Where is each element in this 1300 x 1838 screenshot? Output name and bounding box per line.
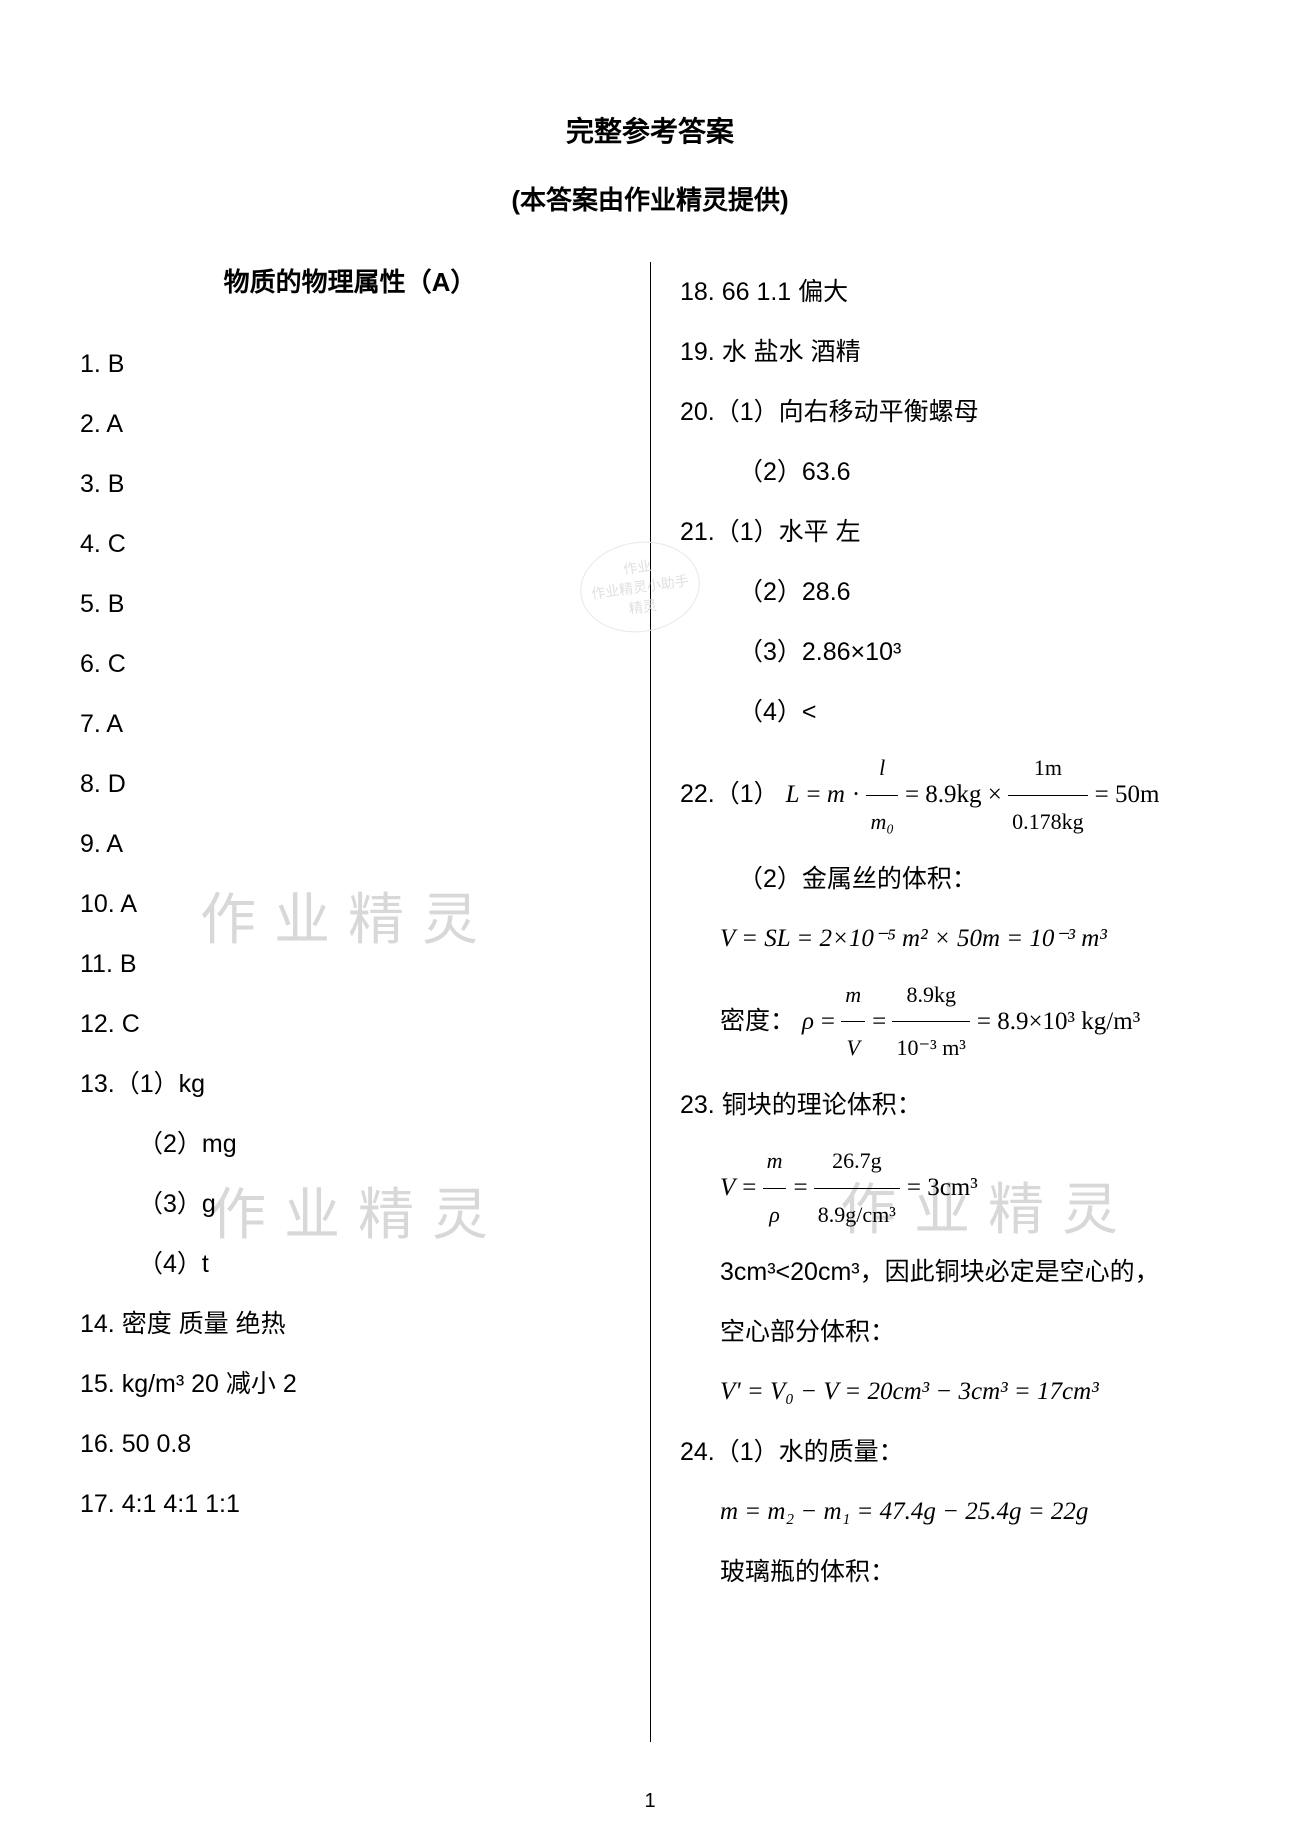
answer-17: 17. 4:1 4:1 1:1 bbox=[80, 1474, 620, 1534]
answer-22-1: 22.（1） L = m · l m₀ = 8.9kg × 1m 0.178kg… bbox=[680, 742, 1220, 849]
column-divider bbox=[650, 262, 651, 1742]
math-dot: · bbox=[852, 781, 867, 808]
frac-den: 8.9g/cm³ bbox=[814, 1189, 900, 1242]
page-subtitle: (本答案由作业精灵提供) bbox=[80, 180, 1220, 217]
fraction: m ρ bbox=[763, 1135, 787, 1242]
frac-num: m bbox=[763, 1135, 787, 1189]
math-eq: = bbox=[793, 1174, 813, 1201]
density-label: 密度： bbox=[720, 1007, 795, 1035]
frac-den: m₀ bbox=[866, 796, 898, 849]
answer-12: 12. C bbox=[80, 994, 620, 1054]
section-title: 物质的物理属性（A） bbox=[80, 262, 620, 299]
frac-den: 10⁻³ m³ bbox=[892, 1022, 969, 1075]
math-rho: ρ bbox=[802, 1008, 814, 1035]
frac-den: 0.178kg bbox=[1008, 796, 1088, 849]
answer-22-density: 密度： ρ = m V = 8.9kg 10⁻³ m³ = 8.9×10³ kg… bbox=[680, 969, 1220, 1076]
answer-22-2-label: （2）金属丝的体积： bbox=[680, 849, 1220, 909]
frac-num: 1m bbox=[1008, 742, 1088, 796]
math-result: = 8.9×10³ kg/m³ bbox=[977, 1008, 1140, 1035]
answer-24-bottle: 玻璃瓶的体积： bbox=[680, 1542, 1220, 1602]
fraction: 26.7g 8.9g/cm³ bbox=[814, 1135, 900, 1242]
answer-24-1-eq: m = m₂ − m₁ = 47.4g − 25.4g = 22g bbox=[680, 1482, 1220, 1542]
answer-21-2: （2）28.6 bbox=[680, 562, 1220, 622]
page-number: 1 bbox=[644, 1790, 655, 1813]
answer-6: 6. C bbox=[80, 634, 620, 694]
answer-22-2-eq: V = SL = 2×10⁻⁵ m² × 50m = 10⁻³ m³ bbox=[680, 909, 1220, 969]
math-eq: = bbox=[872, 1008, 892, 1035]
answer-22-prefix: 22.（1） bbox=[680, 780, 779, 808]
right-column: 作业 作业精灵小助手 精灵 18. 66 1.1 偏大 19. 水 盐水 酒精 … bbox=[650, 262, 1220, 1602]
answer-19: 19. 水 盐水 酒精 bbox=[680, 322, 1220, 382]
answer-23-label: 23. 铜块的理论体积： bbox=[680, 1075, 1220, 1135]
answer-21-3: （3）2.86×10³ bbox=[680, 622, 1220, 682]
answer-11: 11. B bbox=[80, 934, 620, 994]
answer-7: 7. A bbox=[80, 694, 620, 754]
answer-20-2: （2）63.6 bbox=[680, 442, 1220, 502]
answer-1: 1. B bbox=[80, 334, 620, 394]
math-m: m bbox=[827, 781, 845, 808]
frac-num: m bbox=[841, 969, 865, 1023]
frac-num: 8.9kg bbox=[892, 969, 969, 1023]
answer-15: 15. kg/m³ 20 减小 2 bbox=[80, 1354, 620, 1414]
answer-4: 4. C bbox=[80, 514, 620, 574]
answer-10: 10. A bbox=[80, 874, 620, 934]
fraction: 8.9kg 10⁻³ m³ bbox=[892, 969, 969, 1076]
answer-14: 14. 密度 质量 绝热 bbox=[80, 1294, 620, 1354]
answer-3: 3. B bbox=[80, 454, 620, 514]
math-eq: = bbox=[806, 781, 826, 808]
page-title: 完整参考答案 bbox=[80, 110, 1220, 150]
answer-13-4: （4）t bbox=[80, 1234, 620, 1294]
frac-den: ρ bbox=[763, 1189, 787, 1242]
answer-21-1: 21.（1）水平 左 bbox=[680, 502, 1220, 562]
math-eq: = bbox=[821, 1008, 841, 1035]
math-result: = 3cm³ bbox=[907, 1174, 978, 1201]
two-column-layout: 物质的物理属性（A） 1. B 2. A 3. B 4. C 5. B 6. C… bbox=[80, 262, 1220, 1602]
frac-num: l bbox=[866, 742, 898, 796]
answer-23-hollow-eq: V' = V₀ − V = 20cm³ − 3cm³ = 17cm³ bbox=[680, 1362, 1220, 1422]
math-eq: = 8.9kg × bbox=[905, 781, 1008, 808]
math-V: V bbox=[720, 1174, 735, 1201]
answer-8: 8. D bbox=[80, 754, 620, 814]
fraction: m V bbox=[841, 969, 865, 1076]
frac-num: 26.7g bbox=[814, 1135, 900, 1189]
answer-16: 16. 50 0.8 bbox=[80, 1414, 620, 1474]
answer-18: 18. 66 1.1 偏大 bbox=[680, 262, 1220, 322]
answer-13-3: （3）g bbox=[80, 1174, 620, 1234]
answer-9: 9. A bbox=[80, 814, 620, 874]
answer-2: 2. A bbox=[80, 394, 620, 454]
math-L: L bbox=[786, 781, 800, 808]
math-result: = 50m bbox=[1095, 781, 1160, 808]
left-column: 物质的物理属性（A） 1. B 2. A 3. B 4. C 5. B 6. C… bbox=[80, 262, 650, 1602]
answer-23-conclusion: 3cm³<20cm³，因此铜块必定是空心的， bbox=[680, 1242, 1220, 1302]
fraction: l m₀ bbox=[866, 742, 898, 849]
answer-24-1: 24.（1）水的质量： bbox=[680, 1422, 1220, 1482]
fraction: 1m 0.178kg bbox=[1008, 742, 1088, 849]
answer-5: 5. B bbox=[80, 574, 620, 634]
frac-den: V bbox=[841, 1022, 865, 1075]
answer-20-1: 20.（1）向右移动平衡螺母 bbox=[680, 382, 1220, 442]
answer-13-2: （2）mg bbox=[80, 1114, 620, 1174]
answer-23-eq: V = m ρ = 26.7g 8.9g/cm³ = 3cm³ bbox=[680, 1135, 1220, 1242]
math-eq: = bbox=[742, 1174, 762, 1201]
answer-21-4: （4）< bbox=[680, 682, 1220, 742]
answer-23-hollow-label: 空心部分体积： bbox=[680, 1302, 1220, 1362]
answer-13-1: 13.（1）kg bbox=[80, 1054, 620, 1114]
